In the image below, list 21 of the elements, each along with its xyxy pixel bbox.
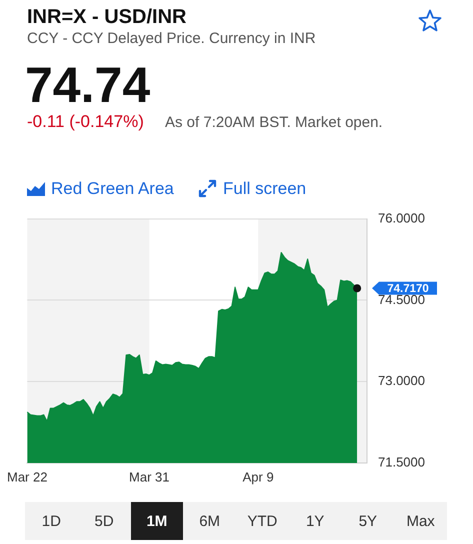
text: 1D [42, 512, 61, 530]
text: 5Y [358, 512, 378, 530]
text: 1Y [306, 512, 324, 530]
chart-subtitle: CCY - CCY Delayed Price. Currency in INR [27, 30, 316, 47]
y-tick-label: 73.0000 [378, 373, 425, 388]
chart-title: INR=X - USD/INR [27, 6, 186, 29]
text: -0.11 (-0.147%) [27, 112, 144, 132]
text: Red Green Area [51, 179, 174, 199]
text: 74.74 [25, 56, 150, 114]
y-tick-label: 71.5000 [378, 454, 425, 470]
y-tick-label: 76.0000 [378, 210, 425, 226]
text: Full screen [223, 179, 306, 199]
text: YTD [247, 512, 278, 530]
text: As of 7:20AM BST. Market open. [165, 114, 383, 131]
text: 5D [94, 512, 114, 530]
x-tick-label: Apr 9 [242, 469, 274, 484]
text: 1M [146, 512, 168, 530]
text: 6M [199, 512, 220, 530]
text: Max [406, 512, 435, 530]
x-tick-label: Mar 31 [129, 469, 170, 484]
x-tick-label: Mar 22 [6, 469, 48, 484]
